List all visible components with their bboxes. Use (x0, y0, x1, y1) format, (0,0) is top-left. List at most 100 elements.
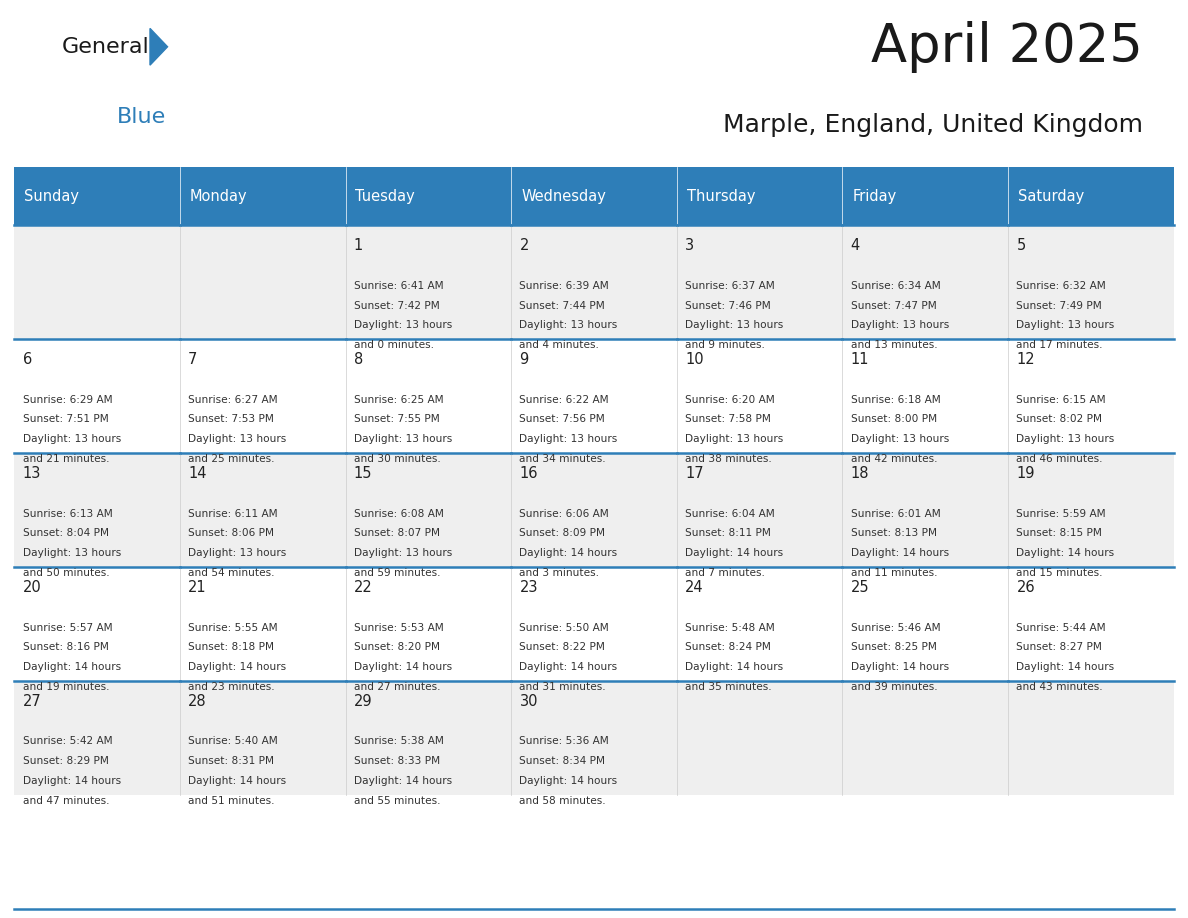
Text: Sunrise: 6:22 AM: Sunrise: 6:22 AM (519, 395, 609, 405)
Text: Sunset: 8:02 PM: Sunset: 8:02 PM (1017, 415, 1102, 424)
Text: and 58 minutes.: and 58 minutes. (519, 796, 606, 806)
Text: Sunrise: 5:44 AM: Sunrise: 5:44 AM (1017, 622, 1106, 633)
Text: Sunrise: 5:42 AM: Sunrise: 5:42 AM (23, 736, 112, 746)
Text: Sunrise: 5:40 AM: Sunrise: 5:40 AM (188, 736, 278, 746)
Text: and 55 minutes.: and 55 minutes. (354, 796, 441, 806)
Text: Sunrise: 6:20 AM: Sunrise: 6:20 AM (685, 395, 775, 405)
Bar (14, 167, 179, 225)
Bar (677, 567, 842, 681)
Text: Daylight: 14 hours: Daylight: 14 hours (1017, 663, 1114, 672)
Text: Daylight: 14 hours: Daylight: 14 hours (851, 663, 949, 672)
Text: Daylight: 13 hours: Daylight: 13 hours (188, 434, 286, 444)
Text: Sunset: 8:00 PM: Sunset: 8:00 PM (851, 415, 937, 424)
Bar (14, 567, 179, 681)
Text: 14: 14 (188, 466, 207, 481)
Text: Daylight: 13 hours: Daylight: 13 hours (685, 434, 783, 444)
Bar (14, 339, 179, 453)
Text: Daylight: 14 hours: Daylight: 14 hours (519, 777, 618, 787)
Bar (179, 681, 346, 795)
Bar (677, 225, 842, 339)
Bar (677, 681, 842, 795)
Text: 27: 27 (23, 694, 42, 710)
Text: 16: 16 (519, 466, 538, 481)
Text: Sunrise: 5:59 AM: Sunrise: 5:59 AM (1017, 509, 1106, 519)
Text: Daylight: 14 hours: Daylight: 14 hours (519, 663, 618, 672)
Text: Sunrise: 5:50 AM: Sunrise: 5:50 AM (519, 622, 609, 633)
Text: and 42 minutes.: and 42 minutes. (851, 454, 937, 465)
Text: Friday: Friday (853, 188, 897, 204)
Text: and 47 minutes.: and 47 minutes. (23, 796, 109, 806)
Bar (677, 167, 842, 225)
Text: Sunrise: 6:06 AM: Sunrise: 6:06 AM (519, 509, 609, 519)
Text: 18: 18 (851, 466, 870, 481)
Text: Sunset: 8:18 PM: Sunset: 8:18 PM (188, 643, 274, 653)
Text: and 21 minutes.: and 21 minutes. (23, 454, 109, 465)
Text: Blue: Blue (116, 107, 166, 127)
Text: Daylight: 13 hours: Daylight: 13 hours (1017, 434, 1114, 444)
Text: Sunset: 8:09 PM: Sunset: 8:09 PM (519, 529, 606, 539)
Text: 26: 26 (1017, 580, 1035, 595)
Bar (346, 339, 511, 453)
Bar (179, 567, 346, 681)
Text: Sunrise: 6:18 AM: Sunrise: 6:18 AM (851, 395, 941, 405)
Bar (1009, 225, 1174, 339)
Bar (1009, 453, 1174, 567)
Text: and 34 minutes.: and 34 minutes. (519, 454, 606, 465)
Text: and 51 minutes.: and 51 minutes. (188, 796, 274, 806)
Text: Sunset: 7:58 PM: Sunset: 7:58 PM (685, 415, 771, 424)
Text: Sunrise: 6:13 AM: Sunrise: 6:13 AM (23, 509, 113, 519)
Bar (1009, 167, 1174, 225)
Text: Thursday: Thursday (687, 188, 756, 204)
Text: 5: 5 (1017, 239, 1025, 253)
Text: Sunrise: 5:53 AM: Sunrise: 5:53 AM (354, 622, 443, 633)
Text: and 3 minutes.: and 3 minutes. (519, 568, 600, 578)
Text: Sunset: 8:31 PM: Sunset: 8:31 PM (188, 756, 274, 767)
Text: and 38 minutes.: and 38 minutes. (685, 454, 772, 465)
Text: Saturday: Saturday (1018, 188, 1085, 204)
Text: Sunrise: 6:01 AM: Sunrise: 6:01 AM (851, 509, 941, 519)
Text: 8: 8 (354, 353, 364, 367)
Bar (1009, 681, 1174, 795)
Text: 25: 25 (851, 580, 870, 595)
Bar (511, 339, 677, 453)
Text: and 54 minutes.: and 54 minutes. (188, 568, 274, 578)
Text: Sunset: 7:51 PM: Sunset: 7:51 PM (23, 415, 108, 424)
Text: and 25 minutes.: and 25 minutes. (188, 454, 274, 465)
Bar (677, 339, 842, 453)
Text: and 13 minutes.: and 13 minutes. (851, 341, 937, 351)
Text: 20: 20 (23, 580, 42, 595)
Text: and 30 minutes.: and 30 minutes. (354, 454, 441, 465)
Bar (346, 167, 511, 225)
Text: 2: 2 (519, 239, 529, 253)
Bar (14, 225, 179, 339)
Text: Sunset: 7:46 PM: Sunset: 7:46 PM (685, 300, 771, 310)
Text: Daylight: 14 hours: Daylight: 14 hours (519, 548, 618, 558)
Text: Daylight: 13 hours: Daylight: 13 hours (851, 434, 949, 444)
Text: 11: 11 (851, 353, 870, 367)
Text: Sunset: 8:27 PM: Sunset: 8:27 PM (1017, 643, 1102, 653)
Text: 29: 29 (354, 694, 373, 710)
Text: and 7 minutes.: and 7 minutes. (685, 568, 765, 578)
Bar (511, 225, 677, 339)
Bar (179, 167, 346, 225)
Text: Tuesday: Tuesday (355, 188, 416, 204)
Text: Sunset: 7:56 PM: Sunset: 7:56 PM (519, 415, 605, 424)
Text: and 9 minutes.: and 9 minutes. (685, 341, 765, 351)
Text: Sunrise: 6:34 AM: Sunrise: 6:34 AM (851, 281, 941, 291)
Text: 13: 13 (23, 466, 40, 481)
Bar (511, 167, 677, 225)
Text: Sunset: 8:07 PM: Sunset: 8:07 PM (354, 529, 440, 539)
Text: Daylight: 13 hours: Daylight: 13 hours (354, 320, 453, 330)
Text: Sunset: 7:42 PM: Sunset: 7:42 PM (354, 300, 440, 310)
Text: Daylight: 14 hours: Daylight: 14 hours (685, 663, 783, 672)
Text: Sunset: 8:04 PM: Sunset: 8:04 PM (23, 529, 108, 539)
Bar (179, 453, 346, 567)
Text: 28: 28 (188, 694, 207, 710)
Text: Sunrise: 6:39 AM: Sunrise: 6:39 AM (519, 281, 609, 291)
Text: Sunset: 8:33 PM: Sunset: 8:33 PM (354, 756, 440, 767)
Text: Sunset: 8:29 PM: Sunset: 8:29 PM (23, 756, 108, 767)
Text: Sunset: 7:49 PM: Sunset: 7:49 PM (1017, 300, 1102, 310)
Text: Daylight: 14 hours: Daylight: 14 hours (23, 663, 121, 672)
Text: 10: 10 (685, 353, 703, 367)
Text: Sunrise: 6:04 AM: Sunrise: 6:04 AM (685, 509, 775, 519)
